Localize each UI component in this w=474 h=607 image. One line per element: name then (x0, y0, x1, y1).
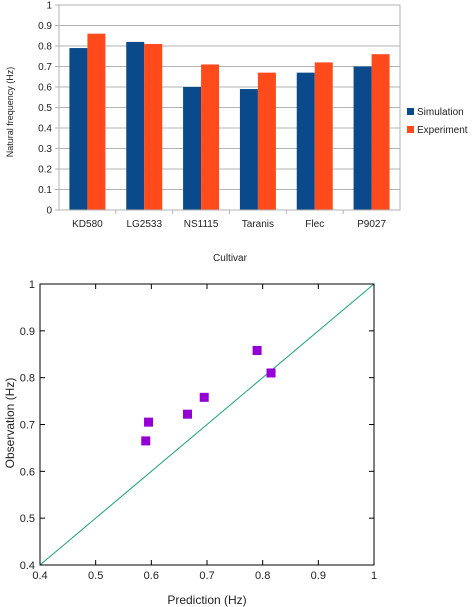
scatter-x-tick-label: 1 (371, 570, 377, 582)
scatter-ticks: 0.4 0.5 0.6 0.7 0.8 0.9 1 0.4 0.5 0.6 0.7 0.8 0.9 1 (20, 279, 377, 582)
bar-x-tick-label: P9027 (357, 219, 386, 230)
scatter-point (199, 392, 209, 402)
scatter-x-tick-label: 0.8 (255, 570, 270, 582)
bar-y-tick-label: 0 (46, 206, 52, 217)
scatter-reference-line (39, 283, 375, 566)
scatter-y-tick-label: 1 (29, 279, 35, 291)
bar-gridlines (59, 4, 400, 211)
bar-simulation-taranis (239, 89, 258, 210)
bar-y-axis-label: Natural frequency (Hz) (5, 67, 15, 158)
bar-y-tick-label: 0.3 (38, 144, 52, 155)
scatter-x-tick-label: 0.7 (199, 570, 214, 582)
legend-swatch-experiment (407, 126, 414, 133)
bar-simulation-lg2533 (126, 41, 145, 211)
bar-x-tick-label: LG2533 (126, 219, 162, 230)
bar-simulation-flec (296, 72, 315, 211)
scatter-point (266, 368, 276, 378)
scatter-x-tick-label: 0.6 (144, 570, 159, 582)
bar-simulation-ns1115 (183, 87, 202, 210)
scatter-x-tick-label: 0.9 (311, 570, 326, 582)
bar-y-tick-label: 0.6 (38, 83, 52, 94)
scatter-point (183, 409, 193, 419)
bar-series (69, 33, 390, 211)
scatter-x-tick-label: 0.5 (88, 570, 103, 582)
bar-experiment-flec (314, 62, 333, 211)
scatter-chart: 0.4 0.5 0.6 0.7 0.8 0.9 1 0.4 0.5 0.6 0.7 0.8 0.9 1 P… (3, 279, 377, 607)
bar-x-tick-labels: KD580 LG2533 NS1115 Taranis Flec P9027 (72, 210, 386, 230)
bar-y-tick-label: 0.4 (38, 124, 52, 135)
bar-x-axis-label: Cultivar (213, 253, 248, 264)
bar-x-tick-label: Flec (305, 219, 324, 230)
bar-y-tick-label: 0.5 (38, 103, 52, 114)
scatter-point (252, 346, 262, 356)
scatter-y-tick-label: 0.9 (20, 326, 35, 338)
scatter-y-tick-label: 0.6 (20, 466, 35, 478)
bar-y-tick-label: 0.1 (38, 185, 52, 196)
scatter-y-axis-label: Observation (Hz) (3, 378, 17, 469)
scatter-x-axis-label: Prediction (Hz) (167, 593, 246, 607)
scatter-y-tick-label: 0.7 (20, 420, 35, 432)
bar-x-tick-label: NS1115 (184, 219, 219, 230)
bar-y-tick-label: 0.8 (38, 42, 52, 53)
bar-experiment-ns1115 (201, 64, 220, 210)
legend-label-experiment: Experiment (417, 125, 468, 136)
bar-y-tick-label: 1 (46, 1, 52, 12)
bar-legend: Simulation Experiment (407, 107, 468, 136)
bar-experiment-kd580 (87, 33, 106, 211)
legend-swatch-simulation (407, 108, 414, 115)
bar-x-tick-label: Taranis (242, 219, 274, 230)
scatter-y-tick-label: 0.5 (20, 513, 35, 525)
legend-label-simulation: Simulation (417, 107, 464, 118)
scatter-x-tick-label: 0.4 (32, 570, 47, 582)
bar-experiment-lg2533 (144, 43, 163, 211)
scatter-y-tick-label: 0.4 (20, 560, 35, 572)
scatter-point (141, 436, 151, 446)
bar-experiment-p9027 (371, 54, 390, 211)
bar-simulation-kd580 (69, 48, 88, 210)
bar-experiment-taranis (257, 72, 276, 211)
scatter-point (144, 417, 154, 427)
bar-y-tick-labels: 0 0.1 0.2 0.3 0.4 0.5 0.6 0.7 0.8 0.9 1 (38, 1, 59, 217)
bar-chart: 0 0.1 0.2 0.3 0.4 0.5 0.6 0.7 0.8 0.9 1 KD580 LG253… (5, 1, 468, 265)
bar-y-tick-label: 0.2 (38, 165, 52, 176)
bar-simulation-p9027 (353, 66, 372, 210)
scatter-points (141, 346, 276, 446)
bar-x-tick-label: KD580 (72, 219, 103, 230)
bar-y-tick-label: 0.7 (38, 62, 52, 73)
bar-y-tick-label: 0.9 (38, 21, 52, 32)
scatter-y-tick-label: 0.8 (20, 373, 35, 385)
